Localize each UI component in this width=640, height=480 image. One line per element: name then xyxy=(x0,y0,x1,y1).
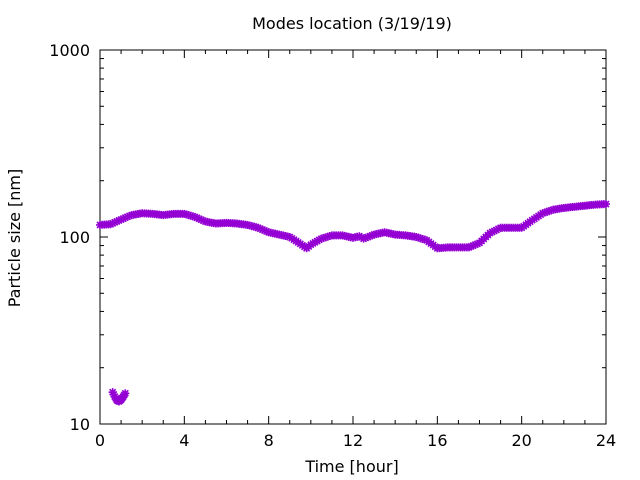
data-point xyxy=(119,214,128,223)
x-tick-label: 16 xyxy=(427,431,447,450)
data-point xyxy=(469,241,478,250)
data-point xyxy=(190,212,199,221)
data-point xyxy=(365,232,374,241)
data-point xyxy=(363,233,372,242)
data-point xyxy=(121,213,130,222)
data-point xyxy=(110,218,119,227)
x-axis-label: Time [hour] xyxy=(304,457,398,476)
x-tick-label: 8 xyxy=(264,431,274,450)
data-point xyxy=(108,219,117,228)
data-point xyxy=(256,224,265,233)
data-point xyxy=(117,215,126,224)
data-point xyxy=(262,227,271,236)
data-point xyxy=(602,200,610,209)
y-axis-label: Particle size [nm] xyxy=(5,169,24,308)
data-point xyxy=(199,216,208,225)
data-point xyxy=(195,214,204,223)
data-point xyxy=(108,388,117,397)
data-point xyxy=(467,242,476,251)
data-point xyxy=(192,213,201,222)
x-tick-label: 0 xyxy=(95,431,105,450)
data-point xyxy=(109,390,118,399)
x-tick-label: 20 xyxy=(511,431,531,450)
data-point xyxy=(106,220,115,229)
data-point xyxy=(125,211,134,220)
y-tick-label: 100 xyxy=(59,228,90,247)
data-point xyxy=(112,217,121,226)
data-point xyxy=(473,239,482,248)
data-points xyxy=(96,200,610,406)
y-tick-label: 10 xyxy=(70,415,90,434)
data-point xyxy=(367,231,376,240)
data-point xyxy=(359,234,368,243)
x-tick-label: 4 xyxy=(179,431,189,450)
data-point xyxy=(254,223,263,232)
x-tick-label: 24 xyxy=(596,431,616,450)
data-point xyxy=(121,389,130,398)
y-tick-label: 1000 xyxy=(49,41,90,60)
data-point xyxy=(114,216,123,225)
data-point xyxy=(260,226,269,235)
axis-ticks: 0 4 8 12 16 20 24 10 100 1000 xyxy=(49,41,616,450)
data-point xyxy=(197,215,206,224)
data-point xyxy=(471,240,480,249)
chart-title: Modes location (3/19/19) xyxy=(252,14,452,33)
data-point xyxy=(361,233,370,242)
data-point xyxy=(123,212,132,221)
x-tick-label: 12 xyxy=(343,431,363,450)
data-point xyxy=(464,243,473,252)
data-point xyxy=(258,225,267,234)
